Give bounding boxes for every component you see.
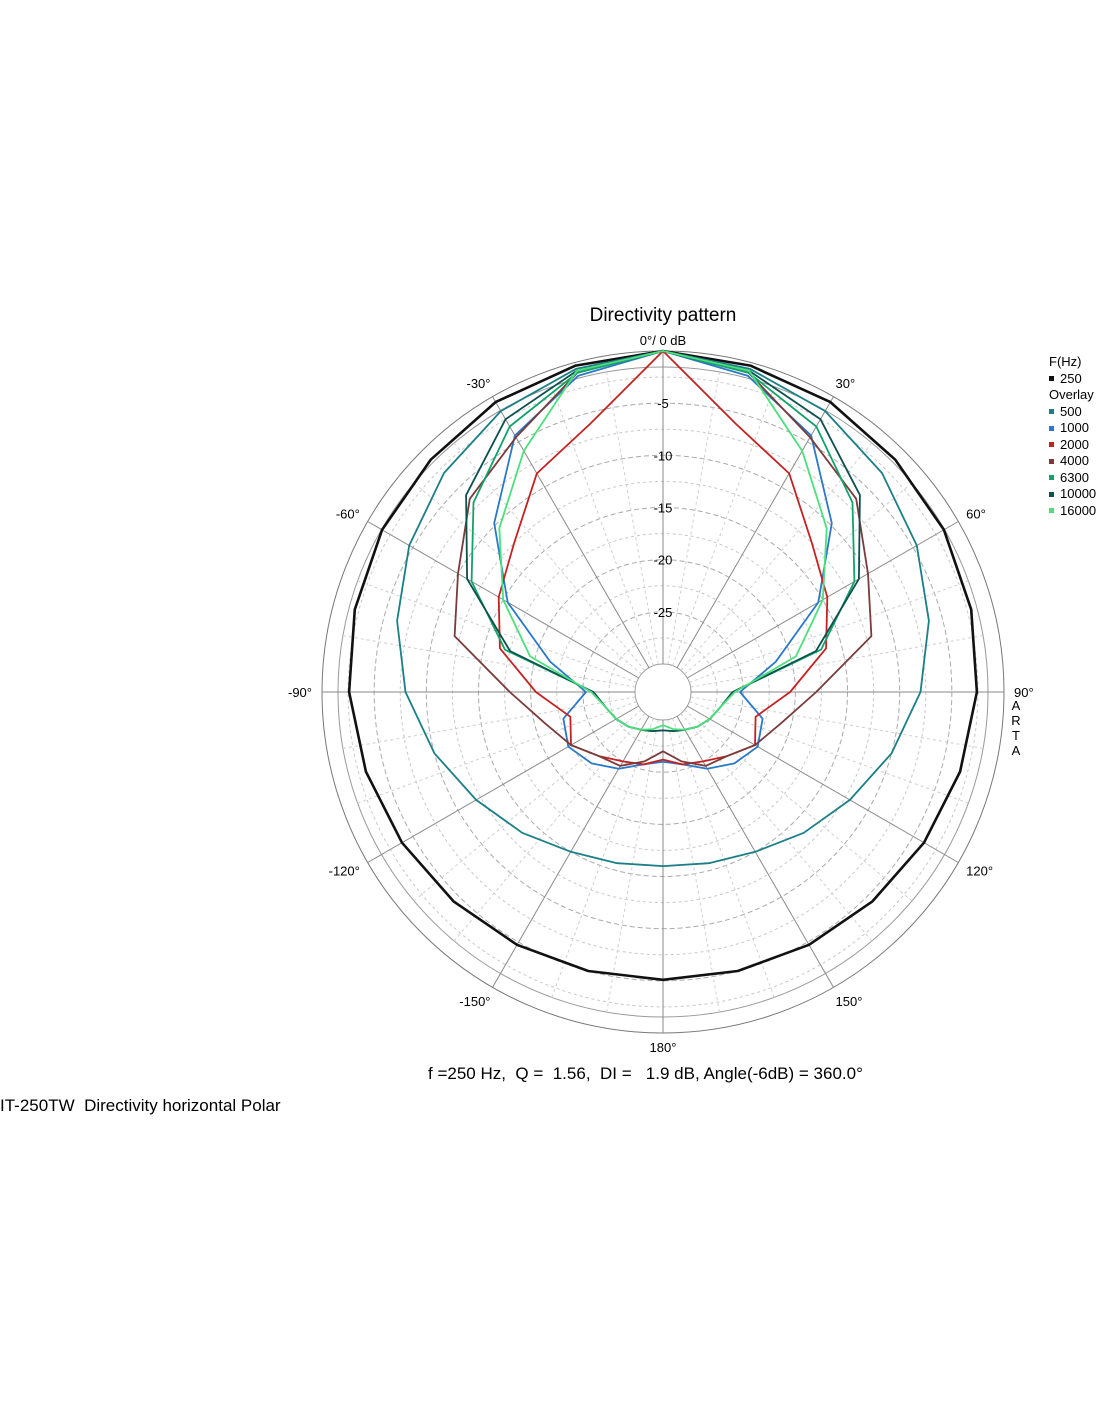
minor-spoke xyxy=(680,713,873,942)
minor-spoke xyxy=(680,442,873,671)
legend-overlay-label: Overlay xyxy=(1049,387,1094,402)
minor-spoke xyxy=(551,386,654,666)
angle-label: -90° xyxy=(288,685,312,700)
legend-label: 250 xyxy=(1060,370,1082,386)
minor-spoke xyxy=(672,386,775,666)
radial-tick-label: -10 xyxy=(654,448,673,463)
legend-swatch xyxy=(1049,425,1054,431)
major-spoke xyxy=(676,396,834,669)
side-text-char: A xyxy=(1012,698,1021,713)
minor-spoke xyxy=(667,719,720,1013)
minor-spoke xyxy=(689,580,969,683)
minor-spoke xyxy=(684,709,913,902)
legend-item-6300: 6300 xyxy=(1049,470,1096,487)
angle-label: -150° xyxy=(459,994,490,1009)
minor-spoke xyxy=(690,696,984,749)
legend-swatch xyxy=(1049,475,1054,481)
major-spoke xyxy=(367,705,640,863)
series-curve-4000 xyxy=(453,350,873,767)
minor-spoke xyxy=(342,696,636,749)
angle-label: 180° xyxy=(650,1040,677,1055)
radial-tick-label: -25 xyxy=(654,605,673,620)
legend-label: 10000 xyxy=(1060,486,1097,501)
legend-swatch xyxy=(1049,508,1054,514)
angle-label: -30° xyxy=(467,376,491,391)
series-curve-500 xyxy=(396,350,930,867)
major-spoke xyxy=(492,396,650,669)
angle-label: 0°/ 0 dB xyxy=(640,333,686,348)
figure-caption: IT-250TW Directivity horizontal Polar xyxy=(0,1096,281,1115)
legend-swatch xyxy=(1049,458,1054,464)
series-curve-10000 xyxy=(465,350,861,732)
angle-label: 150° xyxy=(836,994,863,1009)
legend-item-10000: 10000 xyxy=(1049,486,1096,503)
legend-item-500: 500 xyxy=(1049,404,1096,421)
legend-label: 1000 xyxy=(1060,420,1089,435)
minor-spoke xyxy=(413,709,642,902)
polar-grid xyxy=(321,350,1005,1034)
series-curve-1000 xyxy=(493,350,833,770)
minor-spoke xyxy=(606,719,659,1013)
major-spoke xyxy=(686,705,959,863)
legend-swatch xyxy=(1049,442,1054,448)
minor-spoke xyxy=(453,442,646,671)
series-curve-16000 xyxy=(498,350,828,731)
angle-label: 120° xyxy=(966,864,993,879)
series-curve-2000 xyxy=(497,350,829,766)
radial-tick-label: -20 xyxy=(654,553,673,568)
legend-label: 4000 xyxy=(1060,453,1089,468)
legend-swatch xyxy=(1049,376,1054,382)
angle-label: 30° xyxy=(836,376,856,391)
radial-tick-label: -5 xyxy=(657,396,669,411)
legend-label: 16000 xyxy=(1060,502,1097,518)
minor-spoke xyxy=(606,371,659,665)
minor-spoke xyxy=(667,371,720,665)
center-ring xyxy=(634,663,692,721)
directivity-curves xyxy=(347,349,979,982)
angle-label: -60° xyxy=(336,507,360,522)
legend-swatch xyxy=(1049,409,1054,415)
legend-item-2000: 2000 xyxy=(1049,437,1096,454)
legend-swatch xyxy=(1049,491,1054,497)
minor-spoke xyxy=(690,635,984,688)
minor-spoke xyxy=(684,482,913,675)
summary-stats: f =250 Hz, Q = 1.56, DI = 1.9 dB, Angle(… xyxy=(428,1064,863,1083)
minor-spoke xyxy=(357,580,637,683)
legend-title: F(Hz) xyxy=(1049,354,1082,369)
legend-item-250: 250 xyxy=(1049,371,1096,388)
legend-label: 6300 xyxy=(1060,469,1089,485)
minor-spoke xyxy=(342,635,636,688)
radial-tick-label: -15 xyxy=(654,501,673,516)
side-text-char: T xyxy=(1012,728,1020,743)
legend-label: 2000 xyxy=(1060,436,1089,452)
legend: F(Hz) 250 Overlay 500 1000 2000 4000 6300 100… xyxy=(1049,354,1096,519)
angle-label: -120° xyxy=(329,864,360,879)
minor-spoke xyxy=(357,701,637,804)
minor-spoke xyxy=(453,713,646,942)
minor-spoke xyxy=(689,701,969,804)
legend-item-4000: 4000 xyxy=(1049,453,1096,470)
side-text-char: R xyxy=(1011,713,1020,728)
angle-label: 60° xyxy=(966,507,986,522)
side-text-char: A xyxy=(1012,743,1021,758)
minor-spoke xyxy=(413,482,642,675)
legend-item-16000: 16000 xyxy=(1049,503,1096,520)
legend-label: 500 xyxy=(1060,403,1082,419)
series-curve-250 xyxy=(347,349,979,982)
legend-item-1000: 1000 xyxy=(1049,420,1096,437)
polar-labels: 0°/ 0 dB 30° 60° 90° 120° 150° 180° -150° -120° -… xyxy=(288,333,1034,1055)
chart-title: Directivity pattern xyxy=(590,305,737,326)
angle-label: 90° xyxy=(1014,685,1034,700)
